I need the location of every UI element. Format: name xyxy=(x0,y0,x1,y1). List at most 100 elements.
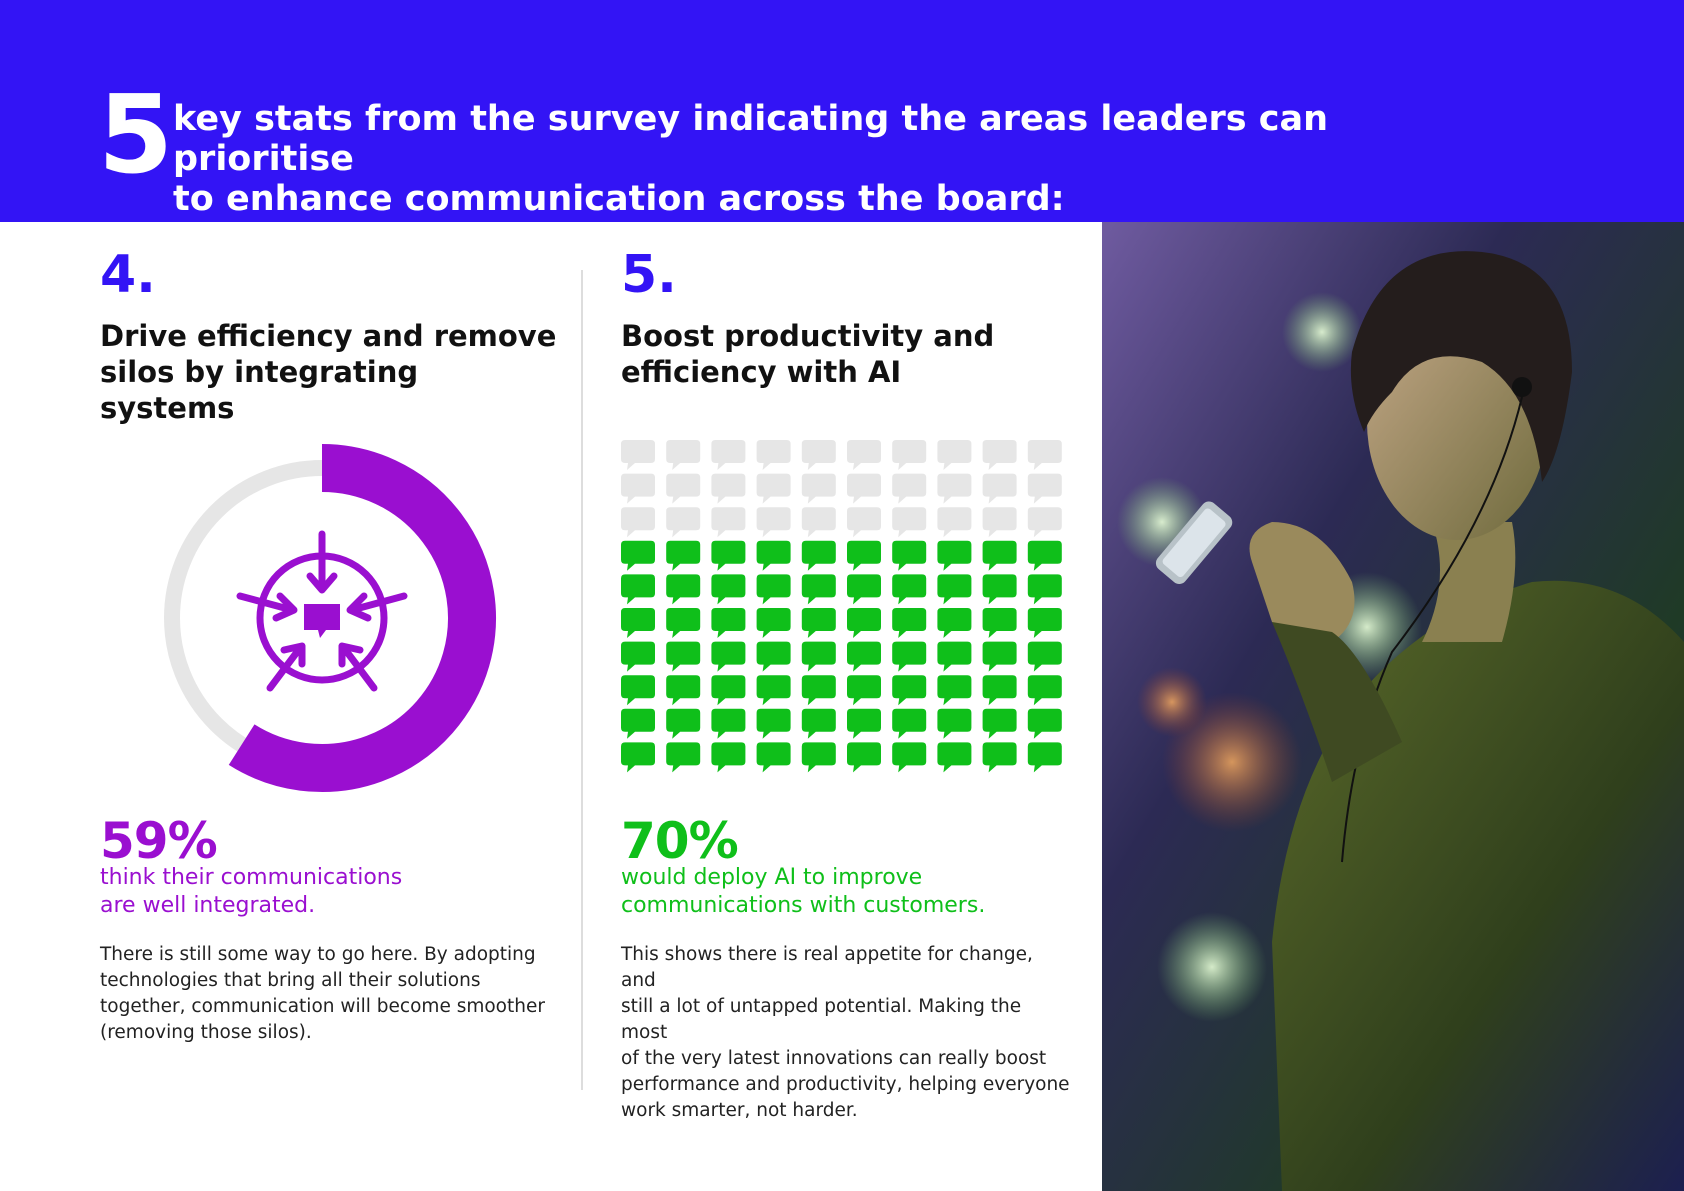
body-line: This shows there is real appetite for ch… xyxy=(621,944,1033,991)
body-line: performance and productivity, helping ev… xyxy=(621,1074,1070,1095)
speech-bubble-icon xyxy=(892,440,927,470)
speech-bubble-icon xyxy=(621,473,655,504)
headline: key stats from the survey indicating the… xyxy=(173,99,1433,219)
speech-bubble-icon xyxy=(982,540,1017,571)
speech-bubble-icon xyxy=(892,473,927,504)
speech-bubble-icon xyxy=(756,574,791,605)
speech-bubble-icon xyxy=(937,540,972,571)
speech-bubble-icon xyxy=(801,473,836,504)
speech-bubble-icon xyxy=(982,574,1017,605)
speech-bubble-icon xyxy=(937,675,972,706)
woman-with-phone-image xyxy=(1102,222,1684,1191)
speech-bubble-icon xyxy=(937,574,972,605)
body-line: technologies that bring all their soluti… xyxy=(100,970,481,991)
stat-caption-line-1: think their communications xyxy=(100,865,403,890)
speech-bubble-icon xyxy=(756,742,791,773)
stat-title: Drive efficiency and remove silos by int… xyxy=(100,318,560,426)
stat-caption-line-2: communications with customers. xyxy=(621,893,986,918)
speech-bubble-icon xyxy=(982,742,1017,773)
speech-bubble-icon xyxy=(621,440,655,470)
speech-bubble-icon xyxy=(801,708,836,739)
stat-percentage: 70% xyxy=(621,812,739,870)
speech-bubble-grid xyxy=(621,440,1062,773)
speech-bubble-icon xyxy=(1027,440,1062,470)
body-line: still a lot of untapped potential. Makin… xyxy=(621,996,1022,1043)
speech-bubble-icon xyxy=(982,675,1017,706)
body-paragraph: This shows there is real appetite for ch… xyxy=(621,942,1071,1124)
headline-line-2: to enhance communication across the boar… xyxy=(173,179,1065,219)
speech-bubble-icon xyxy=(756,675,791,706)
speech-bubble-icon xyxy=(666,675,701,706)
speech-bubble-icon xyxy=(1027,641,1062,672)
speech-bubble-icon xyxy=(756,540,791,571)
speech-bubble-icon xyxy=(621,675,655,706)
speech-bubble-icon xyxy=(756,440,791,470)
headline-line-1: key stats from the survey indicating the… xyxy=(173,99,1329,179)
stat-caption: think their communications are well inte… xyxy=(100,864,402,920)
speech-bubble-icon xyxy=(892,742,927,773)
speech-bubble-icon xyxy=(1027,507,1062,538)
column-divider xyxy=(581,270,583,1090)
speech-bubble-icon xyxy=(621,608,655,638)
speech-bubble-icon xyxy=(801,440,836,470)
speech-bubble-icon xyxy=(621,708,655,739)
speech-bubble-icon xyxy=(937,742,972,773)
speech-bubble-icon xyxy=(982,641,1017,672)
speech-bubble-icon xyxy=(847,675,881,706)
body-paragraph: There is still some way to go here. By a… xyxy=(100,942,545,1046)
speech-bubble-icon xyxy=(621,540,655,571)
speech-bubble-icon xyxy=(711,675,746,706)
speech-bubble-icon xyxy=(801,608,836,638)
stat-title-line-2: efficiency with AI xyxy=(621,355,902,389)
speech-bubble-icon xyxy=(847,574,881,605)
speech-bubble-icon xyxy=(666,708,701,739)
speech-bubble-icon xyxy=(937,708,972,739)
speech-bubble-icon xyxy=(666,608,701,638)
stat-caption: would deploy AI to improve communication… xyxy=(621,864,985,920)
body-line: (removing those silos). xyxy=(100,1022,312,1043)
speech-bubble-icon xyxy=(711,507,746,538)
speech-bubble-icon xyxy=(847,641,881,672)
speech-bubble-icon xyxy=(1027,473,1062,504)
speech-bubble-icon xyxy=(982,507,1017,538)
body-line: There is still some way to go here. By a… xyxy=(100,944,536,965)
donut-value-arc xyxy=(228,444,496,792)
speech-bubble-icon xyxy=(982,708,1017,739)
speech-bubble-icon xyxy=(892,507,927,538)
speech-bubble-icon xyxy=(937,641,972,672)
body-line: work smarter, not harder. xyxy=(621,1100,858,1121)
speech-bubble-icon xyxy=(666,742,701,773)
speech-bubble-icon xyxy=(847,473,881,504)
speech-bubble-icon xyxy=(982,440,1017,470)
speech-bubble-icon xyxy=(756,608,791,638)
speech-bubble-icon xyxy=(982,473,1017,504)
speech-bubble-icon xyxy=(711,473,746,504)
speech-bubble-icon xyxy=(666,641,701,672)
speech-bubble-icon xyxy=(1027,675,1062,706)
speech-bubble-icon xyxy=(666,440,701,470)
speech-bubble-icon xyxy=(937,440,972,470)
speech-bubble-icon xyxy=(1027,742,1062,773)
speech-bubble-icon xyxy=(666,473,701,504)
speech-bubble-icon xyxy=(711,440,746,470)
stat-title-line-1: Drive efficiency and remove xyxy=(100,319,557,353)
speech-bubble-icon xyxy=(801,742,836,773)
speech-bubble-icon xyxy=(711,742,746,773)
speech-bubble-icon xyxy=(847,540,881,571)
stat-title-line-2: silos by integrating systems xyxy=(100,355,419,425)
speech-bubble-icon xyxy=(756,507,791,538)
body-line: together, communication will become smoo… xyxy=(100,996,545,1017)
speech-bubble-icon xyxy=(1027,708,1062,739)
stat-number: 5. xyxy=(621,245,677,305)
speech-bubble-icon xyxy=(666,507,701,538)
stat-percentage: 59% xyxy=(100,812,218,870)
speech-bubble-icon xyxy=(621,507,655,538)
speech-bubble-icon xyxy=(847,440,881,470)
speech-bubble-icon xyxy=(937,608,972,638)
speech-bubble-icon xyxy=(892,540,927,571)
speech-bubble-icon xyxy=(801,675,836,706)
speech-bubble-icon xyxy=(801,507,836,538)
speech-bubble-icon xyxy=(666,540,701,571)
donut-chart xyxy=(164,444,496,792)
stat-title-line-1: Boost productivity and xyxy=(621,319,995,353)
